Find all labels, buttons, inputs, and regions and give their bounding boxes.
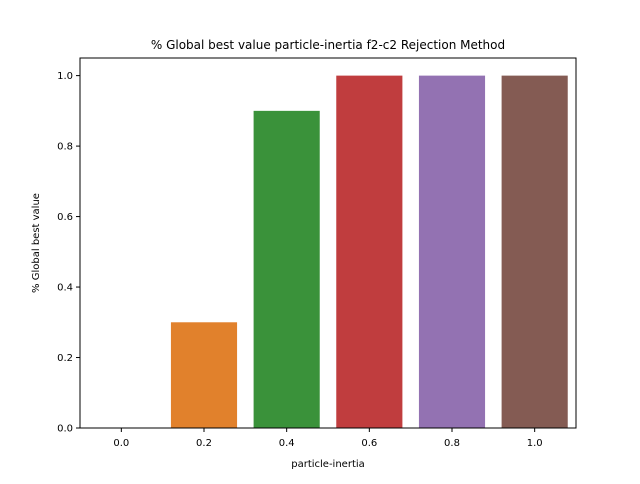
y-tick-label: 0.8 bbox=[57, 142, 73, 153]
y-tick-label: 0.6 bbox=[57, 212, 73, 223]
y-tick-label: 0.4 bbox=[57, 283, 73, 294]
x-axis-ticks: 0.0 0.2 0.4 0.6 0.8 1.0 bbox=[113, 428, 543, 449]
bar-0.8 bbox=[418, 75, 486, 428]
bar-0.6 bbox=[336, 75, 403, 428]
x-tick-label: 1.0 bbox=[527, 438, 543, 449]
chart-title: % Global best value particle-inertia f2-… bbox=[151, 38, 505, 52]
x-tick-label: 0.0 bbox=[113, 438, 129, 449]
x-tick-label: 0.4 bbox=[279, 438, 295, 449]
y-axis-ticks: 0.0 0.2 0.4 0.6 0.8 1.0 bbox=[57, 71, 80, 435]
bar-0.2 bbox=[170, 322, 238, 428]
plot-frame bbox=[79, 57, 577, 429]
bars-group bbox=[170, 75, 568, 428]
y-tick-label: 1.0 bbox=[57, 71, 73, 82]
x-axis-label: particle-inertia bbox=[291, 459, 365, 470]
x-tick-label: 0.2 bbox=[196, 438, 212, 449]
x-tick-label: 0.8 bbox=[444, 438, 460, 449]
bar-0.4 bbox=[253, 110, 320, 428]
x-tick-label: 0.6 bbox=[361, 438, 377, 449]
y-tick-label: 0.2 bbox=[57, 353, 73, 364]
bar-1.0 bbox=[501, 75, 568, 428]
y-axis-label: % Global best value bbox=[31, 193, 42, 293]
y-tick-label: 0.0 bbox=[57, 424, 73, 435]
